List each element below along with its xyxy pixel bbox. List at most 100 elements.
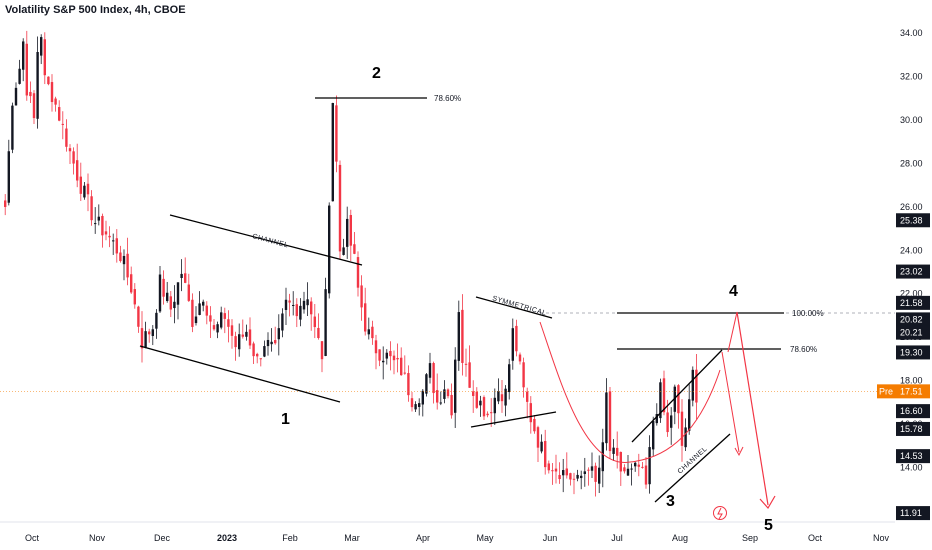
candle-body	[61, 123, 64, 125]
candle-body	[677, 385, 680, 414]
candle-body	[403, 372, 406, 374]
candle-body	[526, 391, 529, 402]
candle-body	[36, 52, 39, 119]
candle-body	[266, 339, 270, 347]
fib-label: 78.60%	[790, 345, 817, 354]
x-tick-label: Nov	[873, 533, 890, 543]
candle-body	[392, 355, 396, 361]
candle-body	[216, 324, 219, 333]
candle-body	[464, 363, 468, 365]
candle-body	[626, 468, 630, 476]
candle-body	[688, 399, 691, 431]
candle-body	[94, 223, 97, 225]
candle-body	[360, 285, 363, 308]
channel-lower-line	[654, 433, 731, 503]
candle-body	[112, 240, 115, 242]
candle-body	[158, 274, 162, 312]
fib-label: 78.60%	[434, 94, 461, 103]
candle-body	[230, 325, 234, 336]
candle-body	[493, 397, 496, 414]
candle-body	[288, 300, 291, 303]
candle-body	[4, 200, 7, 207]
wave-label: 1	[281, 411, 290, 428]
candle-body	[162, 278, 165, 297]
candle-body	[86, 183, 90, 195]
candle-body	[353, 244, 356, 254]
candle-body	[634, 462, 637, 467]
price-tag	[896, 404, 930, 419]
candle-body	[400, 357, 403, 376]
candle-body	[594, 465, 597, 482]
candle-body	[644, 465, 648, 485]
candle-body	[101, 215, 104, 236]
candle-body	[500, 394, 504, 402]
candle-body	[662, 378, 666, 413]
candle-body	[410, 398, 414, 408]
candle-body	[468, 362, 471, 388]
price-tag	[896, 213, 930, 228]
current-price-label: 17.51	[900, 386, 923, 396]
candle-body	[209, 315, 212, 322]
triangle-upper-line	[475, 296, 553, 319]
candle-body	[40, 37, 43, 56]
price-tag-label: 14.53	[900, 451, 923, 461]
candle-body	[389, 350, 392, 357]
x-tick-label: Aug	[672, 533, 688, 543]
candle-body	[338, 164, 342, 252]
chart-title: Volatility S&P 500 Index, 4h, CBOE	[5, 4, 186, 16]
candle-body	[475, 391, 478, 408]
candle-body	[320, 341, 324, 360]
candle-body	[364, 303, 367, 332]
time-axis[interactable]: Oct Nov Dec 2023 Feb Mar Apr May Jun Jul Aug Sep Oct…	[25, 533, 890, 543]
candle-body	[256, 353, 259, 357]
x-tick-label: Apr	[416, 533, 430, 543]
candle-body	[241, 334, 244, 337]
candle-body	[374, 340, 378, 354]
x-tick-label: May	[476, 533, 494, 543]
candle-body	[58, 107, 61, 121]
pattern-label: CHANNEL	[677, 446, 709, 476]
candle-body	[590, 466, 594, 471]
candle-body	[547, 463, 550, 471]
candle-body	[169, 296, 172, 310]
price-tag-label: 20.21	[900, 328, 923, 338]
candle-body	[133, 289, 136, 305]
projection-arrow-line	[727, 311, 738, 353]
candlesticks	[4, 30, 698, 497]
candle-body	[155, 312, 158, 329]
candle-body	[580, 475, 583, 479]
price-axis[interactable]: 14.0016.0018.0020.0022.0024.0026.0028.00…	[877, 0, 932, 550]
candle-body	[572, 478, 576, 480]
event-marker-icon	[713, 506, 727, 520]
projection-arrow-line	[721, 351, 740, 453]
candle-body	[569, 473, 572, 480]
y-tick-label: 26.00	[900, 202, 923, 212]
candle-body	[148, 331, 151, 335]
candle-body	[115, 238, 118, 254]
candle-body	[47, 76, 50, 85]
candle-body	[479, 400, 482, 406]
candle-body	[598, 467, 601, 484]
current-price-tag	[896, 384, 930, 399]
candle-body	[252, 343, 255, 357]
candle-body	[497, 391, 500, 402]
candle-body	[187, 284, 190, 301]
candle-body	[558, 474, 561, 480]
price-tag	[896, 325, 930, 340]
candle-body	[274, 340, 277, 344]
candle-body	[472, 391, 475, 396]
y-tick-label: 22.00	[900, 289, 923, 299]
wave-label: 4	[729, 283, 738, 300]
x-tick-label: Oct	[25, 533, 40, 543]
candle-body	[371, 326, 374, 339]
candle-body	[544, 441, 547, 468]
price-tag	[896, 312, 930, 327]
candle-body	[619, 451, 622, 472]
price-tag-label: 25.38	[900, 215, 923, 225]
candle-body	[97, 216, 100, 221]
candle-body	[418, 403, 421, 407]
candle-body	[76, 160, 79, 181]
candle-body	[349, 215, 352, 246]
candle-body	[641, 466, 644, 468]
